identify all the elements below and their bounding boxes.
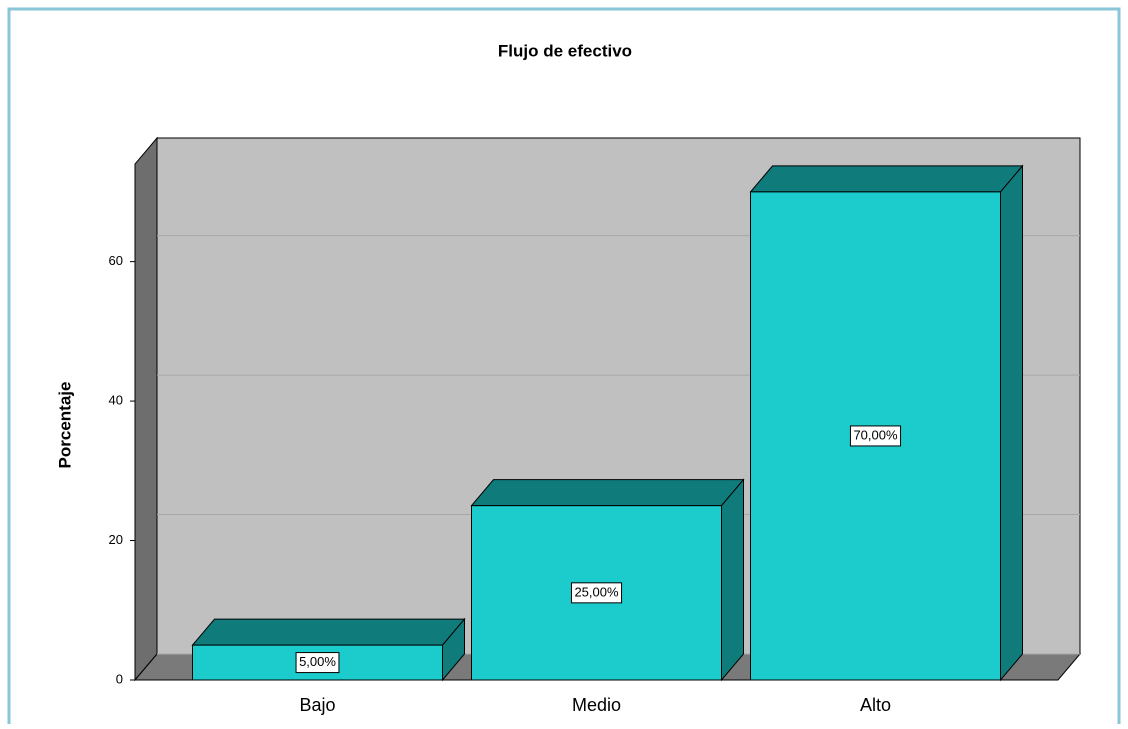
bar-top <box>470 479 745 507</box>
x-tick-label: Medio <box>572 695 621 715</box>
data-label: 70,00% <box>853 427 898 442</box>
data-label: 5,00% <box>299 654 336 669</box>
frame <box>7 7 1121 729</box>
y-tick-label: 40 <box>109 393 123 408</box>
x-tick-label: Bajo <box>299 695 335 715</box>
left-wall <box>134 136 158 682</box>
bar-side <box>1000 164 1023 682</box>
chart-title: Flujo de efectivo <box>498 41 632 60</box>
data-label: 25,00% <box>574 584 619 599</box>
y-axis-label: Porcentaje <box>55 382 74 469</box>
x-tick-label: Alto <box>860 695 891 715</box>
data-label-box <box>849 425 902 447</box>
y-tick-label: 0 <box>116 671 123 686</box>
bar-top <box>191 618 466 646</box>
bar-top <box>749 165 1024 193</box>
data-label-box <box>295 652 340 674</box>
y-tick-label: 20 <box>109 532 123 547</box>
bar-side <box>721 478 744 682</box>
data-label-box <box>570 582 623 604</box>
y-tick-label: 60 <box>109 253 123 268</box>
